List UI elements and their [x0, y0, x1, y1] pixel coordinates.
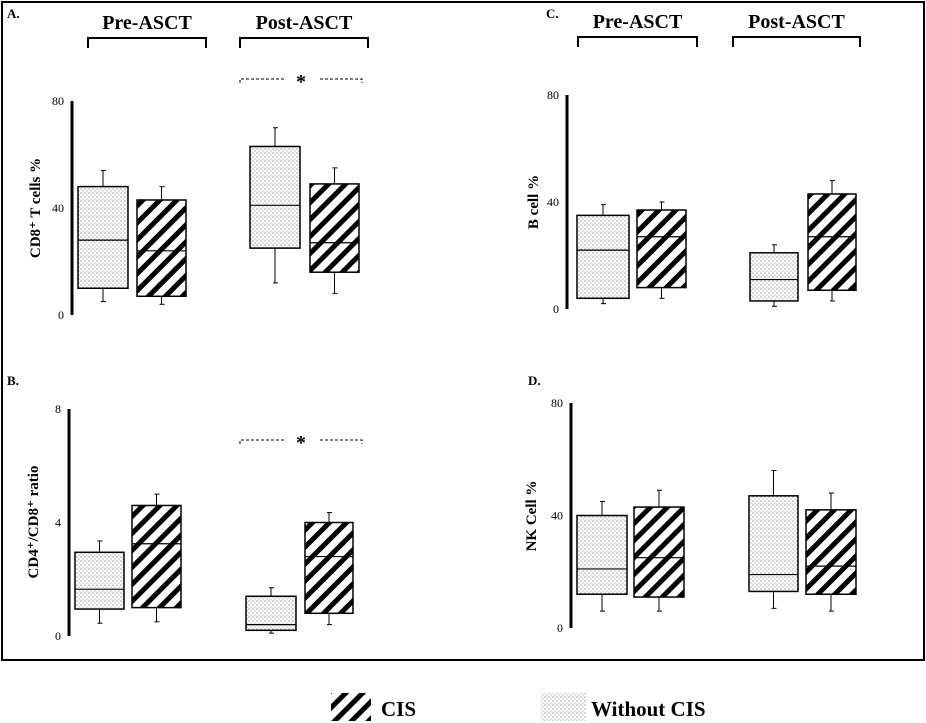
box-iqr	[807, 193, 857, 292]
box-iqr	[131, 504, 182, 609]
group-label: Pre-ASCT	[593, 11, 683, 33]
box-iqr	[309, 183, 360, 273]
box-iqr	[136, 199, 187, 298]
box-cis-pre	[636, 201, 687, 299]
legend: CIS Without CIS	[331, 693, 706, 721]
y-tick-label: 0	[55, 629, 61, 643]
panel-letter: A.	[7, 6, 20, 21]
box-without-cis-post	[245, 587, 297, 634]
y-tick-label: 80	[551, 396, 563, 410]
box-without-cis-post	[249, 127, 301, 284]
box-without-cis-post	[749, 244, 799, 307]
group-label: Post-ASCT	[748, 11, 845, 33]
group-bracket-line	[732, 36, 861, 47]
box-iqr	[74, 551, 125, 610]
y-tick-label: 0	[553, 302, 559, 316]
y-tick-label: 80	[52, 94, 64, 108]
box-iqr	[636, 209, 687, 289]
y-axis-label: NK Cell %	[524, 481, 540, 552]
box-iqr	[748, 495, 799, 593]
legend-swatch-without-cis	[541, 693, 586, 721]
y-tick-label: 8	[55, 402, 61, 416]
y-tick-label: 40	[52, 201, 64, 215]
box-iqr	[576, 214, 630, 300]
box-without-cis-pre	[77, 170, 129, 303]
box-cis-post	[309, 167, 360, 295]
box-without-cis-pre	[576, 500, 628, 612]
figure-frame	[1, 1, 925, 661]
y-tick-label: 40	[551, 509, 563, 523]
panel-c: C. 0 40 80 B cell % Pre-ASCT Post-ASCT	[526, 6, 861, 316]
box-iqr	[77, 185, 129, 290]
box-without-cis-pre	[576, 204, 630, 305]
group-label: Post-ASCT	[256, 12, 353, 34]
y-tick-label: 0	[58, 308, 64, 322]
box-without-cis-pre	[74, 540, 125, 624]
y-axis-label: CD8⁺ T cells %	[28, 158, 44, 258]
group-bracket-line	[239, 37, 369, 48]
group-bracket	[87, 37, 207, 48]
group-bracket	[732, 36, 861, 47]
group-bracket	[577, 36, 698, 47]
box-cis-pre	[131, 493, 182, 623]
box-iqr	[304, 521, 354, 615]
box-iqr	[576, 514, 628, 595]
box-cis-post	[805, 492, 857, 612]
box-cis-post	[304, 512, 354, 626]
panel-d: D. 0 40 80 NK Cell %	[524, 373, 857, 635]
box-cis-pre	[136, 186, 187, 305]
y-tick-label: 0	[557, 621, 563, 635]
group-label: Pre-ASCT	[102, 12, 192, 34]
box-iqr	[633, 506, 685, 598]
significance-marker	[239, 439, 363, 444]
box-without-cis-post	[748, 470, 799, 609]
legend-label-without-cis: Without CIS	[591, 697, 706, 721]
box-iqr	[249, 145, 301, 249]
significance-bracket-left	[239, 78, 284, 83]
significance-star: *	[296, 71, 306, 93]
panel-b: B. 0 4 8 CD4⁺/CD8⁺ ratio *	[7, 373, 363, 643]
y-tick-label: 4	[55, 516, 61, 530]
y-axis-label: CD4⁺/CD8⁺ ratio	[26, 466, 42, 579]
y-tick-label: 40	[547, 195, 559, 209]
panel-a: A. 0 40 80 CD8⁺ T cells % Pre-ASCT Post-ASCT *	[7, 6, 369, 322]
group-bracket	[239, 37, 369, 48]
group-bracket-line	[577, 36, 698, 47]
panel-letter: B.	[7, 373, 19, 388]
group-bracket-line	[87, 37, 207, 48]
significance-star: *	[296, 432, 306, 454]
significance-marker	[239, 78, 363, 83]
box-iqr	[749, 252, 799, 302]
legend-swatch-cis	[331, 693, 371, 721]
significance-bracket-right	[320, 439, 363, 444]
box-cis-pre	[633, 489, 685, 612]
panel-letter: D.	[528, 373, 541, 388]
box-iqr	[805, 509, 857, 595]
legend-label-cis: CIS	[381, 697, 416, 721]
panel-letter: C.	[546, 6, 559, 21]
y-tick-label: 80	[547, 88, 559, 102]
y-axis-label: B cell %	[526, 175, 542, 229]
significance-bracket-right	[320, 78, 363, 83]
significance-bracket-left	[239, 439, 284, 444]
box-cis-post	[807, 180, 857, 302]
